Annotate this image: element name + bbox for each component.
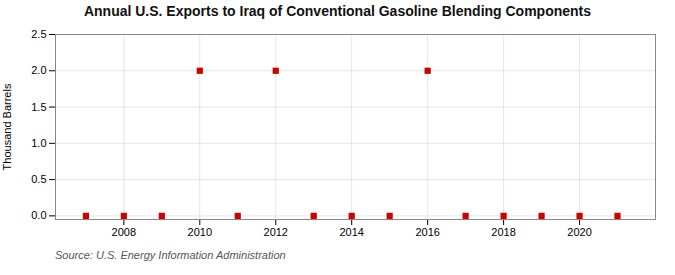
svg-text:2008: 2008: [112, 226, 136, 238]
svg-text:Thousand Barrels: Thousand Barrels: [1, 83, 13, 170]
svg-text:2016: 2016: [415, 226, 439, 238]
html-text:Source: U.S. Energy Informatio: Source: U.S. Energy Information Administ…: [55, 249, 286, 261]
svg-text:2012: 2012: [264, 226, 288, 238]
html-text:Annual U.S. Exports to Iraq of: Annual U.S. Exports to Iraq of Conventio…: [83, 3, 592, 19]
svg-text:2.0: 2.0: [31, 64, 46, 76]
svg-text:0.0: 0.0: [31, 209, 46, 221]
svg-text:2.5: 2.5: [31, 28, 46, 40]
svg-text:2010: 2010: [188, 226, 212, 238]
svg-text:1.5: 1.5: [31, 101, 46, 113]
svg-text:2020: 2020: [567, 226, 591, 238]
svg-text:2018: 2018: [491, 226, 515, 238]
svg-text:2014: 2014: [339, 226, 363, 238]
svg-text:0.5: 0.5: [31, 173, 46, 185]
svg-text:1.0: 1.0: [31, 137, 46, 149]
